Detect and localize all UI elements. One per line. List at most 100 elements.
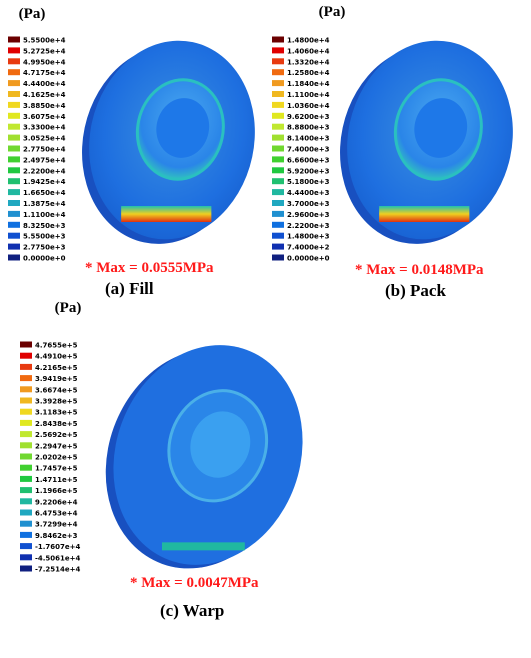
caption: (a) Fill bbox=[105, 279, 154, 298]
part-contour bbox=[76, 316, 333, 597]
unit-label: (Pa) bbox=[55, 300, 82, 316]
legend-label: 2.7750e+3 bbox=[23, 244, 66, 252]
legend-swatch bbox=[272, 255, 284, 261]
legend-swatch bbox=[20, 498, 32, 504]
legend-swatch bbox=[272, 135, 284, 141]
legend-swatch bbox=[272, 80, 284, 86]
legend-label: 3.7299e+4 bbox=[35, 521, 78, 529]
legend-swatch bbox=[272, 37, 284, 43]
legend-label: 1.7457e+5 bbox=[35, 465, 78, 473]
legend-label: 0.0000e+0 bbox=[287, 255, 330, 263]
legend-label: 3.9419e+5 bbox=[35, 375, 78, 383]
legend-swatch bbox=[20, 566, 32, 572]
edge-band bbox=[162, 542, 245, 550]
legend-label: 4.4910e+5 bbox=[35, 353, 78, 361]
part-contour bbox=[64, 24, 273, 261]
legend-label: 4.4400e+3 bbox=[287, 189, 330, 197]
legend-swatch bbox=[20, 510, 32, 516]
panel: (Pa) 4.7655e+5 4.4910e+5 4.2165e+5 3.9419e+5… bbox=[20, 300, 333, 620]
legend-label: 1.3875e+4 bbox=[23, 200, 66, 208]
legend-label: 9.2206e+4 bbox=[35, 498, 78, 506]
legend-label: 3.6075e+4 bbox=[23, 113, 66, 121]
legend-label: 9.6200e+3 bbox=[287, 113, 330, 121]
legend-label: 2.8438e+5 bbox=[35, 420, 78, 428]
legend-swatch bbox=[20, 532, 32, 538]
unit-label: (Pa) bbox=[19, 6, 46, 22]
legend-label: 2.7750e+4 bbox=[23, 146, 66, 154]
legend-swatch bbox=[20, 353, 32, 359]
legend-swatch bbox=[272, 102, 284, 108]
legend-label: 5.1800e+3 bbox=[287, 178, 330, 186]
legend-swatch bbox=[20, 554, 32, 560]
legend-label: 1.9425e+4 bbox=[23, 178, 66, 186]
legend-label: 0.0000e+0 bbox=[23, 255, 66, 263]
legend-label: 1.6650e+4 bbox=[23, 189, 66, 197]
legend-label: 7.4000e+3 bbox=[287, 146, 330, 154]
legend-swatch bbox=[20, 442, 32, 448]
legend-label: 2.2947e+5 bbox=[35, 442, 78, 450]
legend-label: 4.7175e+4 bbox=[23, 69, 66, 77]
legend-label: 2.2200e+3 bbox=[287, 222, 330, 230]
legend-label: 1.4060e+4 bbox=[287, 47, 330, 55]
max-note: * Max = 0.0047MPa bbox=[130, 575, 259, 591]
part-contour bbox=[322, 24, 531, 261]
legend-label: 3.3928e+5 bbox=[35, 398, 78, 406]
legend-label: 3.6674e+5 bbox=[35, 386, 78, 394]
legend-swatch bbox=[8, 178, 20, 184]
legend-swatch bbox=[20, 398, 32, 404]
legend-swatch bbox=[8, 37, 20, 43]
panel: (Pa)1.4800e+41.4060e+41.3320e+41.2580e+4… bbox=[272, 4, 531, 300]
legend-label: 4.9950e+4 bbox=[23, 58, 66, 66]
legend-swatch bbox=[8, 255, 20, 261]
legend-swatch bbox=[8, 146, 20, 152]
legend-swatch bbox=[20, 465, 32, 471]
legend-swatch bbox=[272, 233, 284, 239]
legend-label: 3.3300e+4 bbox=[23, 124, 66, 132]
legend-swatch bbox=[8, 113, 20, 119]
legend-swatch bbox=[20, 454, 32, 460]
legend-swatch bbox=[20, 431, 32, 437]
legend-swatch bbox=[8, 244, 20, 250]
legend-swatch bbox=[20, 420, 32, 426]
unit-label: (Pa) bbox=[319, 4, 346, 20]
legend-label: 4.7655e+5 bbox=[35, 342, 78, 350]
legend-swatch bbox=[20, 386, 32, 392]
legend-label: 4.2165e+5 bbox=[35, 364, 78, 372]
legend-swatch bbox=[272, 47, 284, 53]
legend-label: 1.2580e+4 bbox=[287, 69, 330, 77]
max-note: * Max = 0.0555MPa bbox=[85, 260, 214, 276]
legend-label: 8.3250e+3 bbox=[23, 222, 66, 230]
max-note: * Max = 0.0148MPa bbox=[355, 262, 484, 278]
legend-swatch bbox=[272, 124, 284, 130]
figure: (Pa) 5.5500e+4 5.2725e+4 4.9950e+4 4.7175e+4… bbox=[0, 0, 531, 658]
legend-swatch bbox=[8, 69, 20, 75]
legend-label: 7.4000e+2 bbox=[287, 244, 330, 252]
legend-swatch bbox=[8, 102, 20, 108]
panel: (Pa) 5.5500e+4 5.2725e+4 4.9950e+4 4.7175e+4… bbox=[8, 6, 273, 298]
legend-label: -1.7607e+4 bbox=[35, 543, 81, 551]
legend-label: 3.7000e+3 bbox=[287, 200, 330, 208]
legend-label: 5.5500e+4 bbox=[23, 37, 66, 45]
legend-swatch bbox=[20, 364, 32, 370]
legend-label: -7.2514e+4 bbox=[35, 566, 81, 574]
legend-swatch bbox=[8, 80, 20, 86]
legend-label: 9.8462e+3 bbox=[35, 532, 78, 540]
legend-label: 6.6600e+3 bbox=[287, 156, 330, 164]
legend-swatch bbox=[20, 521, 32, 527]
legend-swatch bbox=[20, 342, 32, 348]
legend-label: 1.1840e+4 bbox=[287, 80, 330, 88]
legend-label: 3.8850e+4 bbox=[23, 102, 66, 110]
legend-swatch bbox=[8, 58, 20, 64]
legend-label: 6.4753e+4 bbox=[35, 510, 78, 518]
legend-label: -4.5061e+4 bbox=[35, 554, 81, 562]
legend-swatch bbox=[272, 211, 284, 217]
legend-swatch bbox=[8, 91, 20, 97]
legend-label: 5.2725e+4 bbox=[23, 47, 66, 55]
legend-swatch bbox=[272, 244, 284, 250]
legend-swatch bbox=[20, 543, 32, 549]
hot-spot bbox=[379, 206, 469, 222]
legend-swatch bbox=[8, 189, 20, 195]
legend-swatch bbox=[8, 124, 20, 130]
legend-swatch bbox=[20, 476, 32, 482]
legend-swatch bbox=[272, 156, 284, 162]
